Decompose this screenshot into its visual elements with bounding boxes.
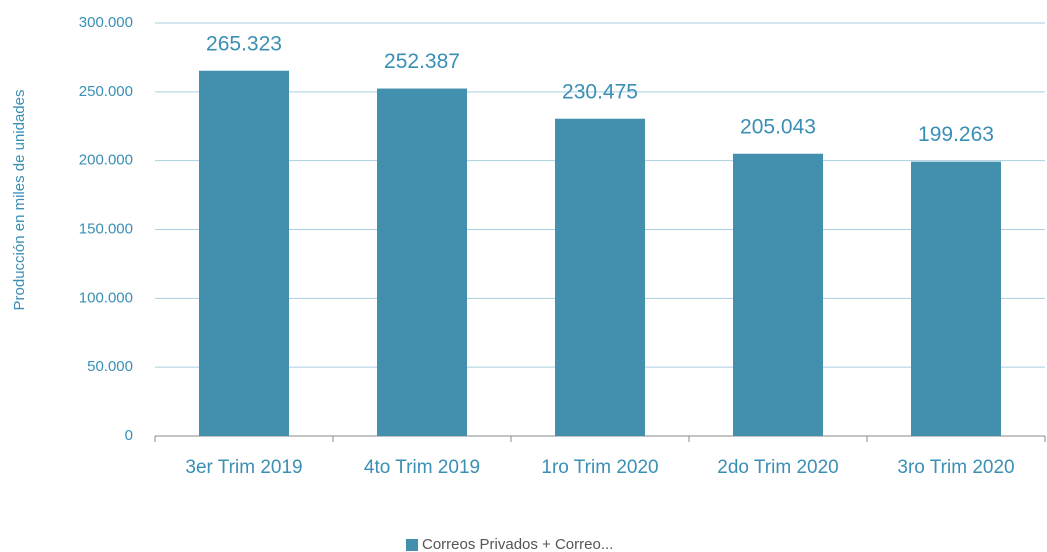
y-tick-label: 150.000 [79,220,133,237]
y-axis-label: Producción en miles de unidades [11,90,28,311]
bar [555,118,645,436]
x-tick-label: 2do Trim 2020 [717,457,838,478]
y-tick-label: 200.000 [79,152,133,169]
bar [199,70,289,436]
x-tick-label: 3ro Trim 2020 [897,457,1014,478]
data-label: 265.323 [206,32,282,55]
legend-label: Correos Privados + Correo... [422,536,613,552]
bar [733,153,823,437]
y-tick-label: 100.000 [79,289,133,306]
y-tick-label: 300.000 [79,14,133,31]
x-tick-label: 4to Trim 2019 [364,457,480,478]
data-label: 252.387 [384,50,460,73]
x-tick-label: 3er Trim 2019 [185,457,302,478]
data-label: 205.043 [740,115,816,138]
bar [911,161,1001,436]
y-tick-label: 0 [125,427,133,444]
legend-swatch [406,539,418,551]
x-tick-label: 1ro Trim 2020 [541,457,658,478]
y-tick-label: 50.000 [87,358,133,375]
bar [377,88,467,436]
data-label: 230.475 [562,80,638,103]
data-label: 199.263 [918,123,994,146]
y-tick-label: 250.000 [79,83,133,100]
